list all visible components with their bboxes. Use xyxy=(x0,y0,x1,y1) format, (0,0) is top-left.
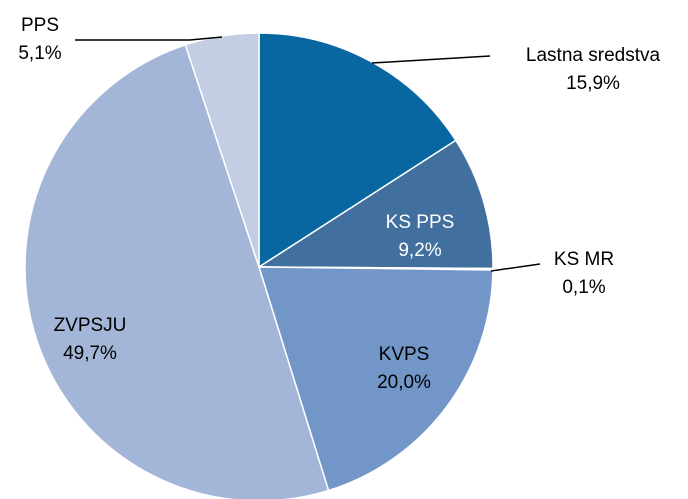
pie-slice xyxy=(256,139,494,270)
slice-value: 5,1% xyxy=(18,43,61,64)
leader-line xyxy=(75,36,223,41)
slice-name: Lastna sredstva xyxy=(526,45,661,66)
slice-name: PPS xyxy=(21,15,59,36)
slice-name: KS MR xyxy=(554,249,614,270)
leader-line xyxy=(490,263,541,272)
pie-slice xyxy=(24,43,330,499)
slice-value: 20,0% xyxy=(377,372,431,393)
slice-value: 0,1% xyxy=(562,277,605,298)
slice-name: ZVPSJU xyxy=(54,315,127,336)
slice-value: 49,7% xyxy=(63,343,117,364)
pie-slice xyxy=(258,32,457,269)
pie-slice xyxy=(257,266,494,492)
leader-line xyxy=(371,55,491,64)
slice-name: KVPS xyxy=(379,344,430,365)
pie-slice xyxy=(184,32,260,268)
slice-value: 15,9% xyxy=(566,73,620,94)
slice-value: 9,2% xyxy=(398,240,441,261)
slice-name: KS PPS xyxy=(386,212,455,233)
